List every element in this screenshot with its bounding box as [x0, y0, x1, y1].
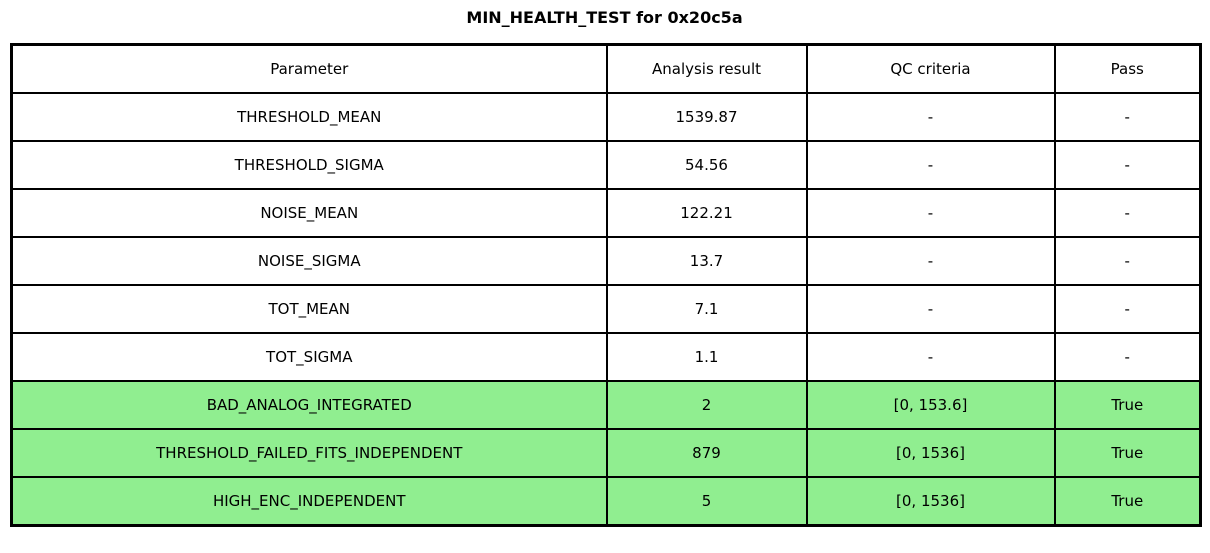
column-header-parameter: Parameter [10, 43, 608, 94]
table-row: TOT_SIGMA 1.1- - [10, 332, 1202, 382]
qc-criteria-cell: [0, 1536] [805, 476, 1056, 527]
parameter-cell: NOISE_MEAN [10, 188, 608, 238]
analysis-result-cell: 122.21 [605, 188, 808, 238]
parameter-cell: BAD_ANALOG_INTEGRATED [10, 380, 608, 430]
parameter-cell: THRESHOLD_FAILED_FITS_INDEPENDENT [10, 428, 608, 478]
table-row: HIGH_ENC_INDEPENDENT 5 [0, 1536] True [10, 476, 1202, 527]
pass-cell: - [1053, 236, 1202, 286]
qc-criteria-cell: - [805, 92, 1056, 142]
analysis-result-cell: 1539.87 [605, 92, 808, 142]
table-row: THRESHOLD_FAILED_FITS_INDEPENDENT 879 [0, … [10, 428, 1202, 478]
qc-criteria-cell: - [805, 140, 1056, 190]
qc-criteria-cell: - [805, 188, 1056, 238]
analysis-result-cell: 13.7 [605, 236, 808, 286]
column-header-qc-criteria: QC criteria [805, 43, 1056, 94]
table-row: THRESHOLD_SIGMA 54.56- - [10, 140, 1202, 190]
table-row: TOT_MEAN 7.1- - [10, 284, 1202, 334]
pass-cell: - [1053, 188, 1202, 238]
table-row: THRESHOLD_MEAN 1539.87- - [10, 92, 1202, 142]
analysis-result-cell: 2 [605, 380, 808, 430]
table-row: BAD_ANALOG_INTEGRATED 2 [0, 153.6] True [10, 380, 1202, 430]
pass-cell: - [1053, 140, 1202, 190]
pass-cell: True [1053, 428, 1202, 478]
column-header-pass: Pass [1053, 43, 1202, 94]
parameter-cell: HIGH_ENC_INDEPENDENT [10, 476, 608, 527]
qc-criteria-cell: - [805, 284, 1056, 334]
qc-criteria-cell: [0, 153.6] [805, 380, 1056, 430]
pass-cell: True [1053, 476, 1202, 527]
analysis-result-cell: 54.56 [605, 140, 808, 190]
parameter-cell: TOT_MEAN [10, 284, 608, 334]
analysis-result-cell: 1.1 [605, 332, 808, 382]
pass-cell: - [1053, 92, 1202, 142]
analysis-result-cell: 5 [605, 476, 808, 527]
table-body: THRESHOLD_MEAN 1539.87- - THRESHOLD_SIGMA 54… [10, 92, 1202, 527]
analysis-result-cell: 7.1 [605, 284, 808, 334]
table-row: NOISE_SIGMA 13.7- - [10, 236, 1202, 286]
table-header-row: Parameter Analysis result QC criteria Pa… [10, 43, 1202, 94]
parameter-cell: NOISE_SIGMA [10, 236, 608, 286]
table-row: NOISE_MEAN 122.21- - [10, 188, 1202, 238]
qc-results-table: Parameter Analysis result QC criteria Pa… [10, 43, 1202, 527]
analysis-result-cell: 879 [605, 428, 808, 478]
parameter-cell: THRESHOLD_SIGMA [10, 140, 608, 190]
page-title: MIN_HEALTH_TEST for 0x20c5a [466, 8, 743, 27]
pass-cell: - [1053, 332, 1202, 382]
qc-criteria-cell: - [805, 236, 1056, 286]
parameter-cell: THRESHOLD_MEAN [10, 92, 608, 142]
parameter-cell: TOT_SIGMA [10, 332, 608, 382]
pass-cell: - [1053, 284, 1202, 334]
qc-criteria-cell: [0, 1536] [805, 428, 1056, 478]
qc-criteria-cell: - [805, 332, 1056, 382]
pass-cell: True [1053, 380, 1202, 430]
column-header-analysis-result: Analysis result [605, 43, 808, 94]
